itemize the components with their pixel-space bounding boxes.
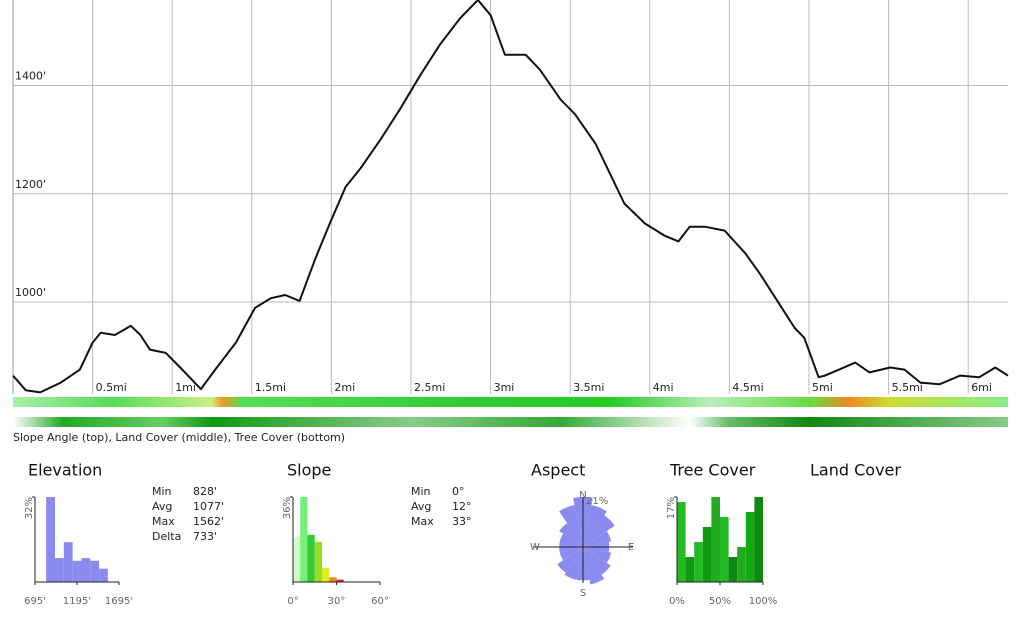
x-tick-label: 1195' bbox=[63, 596, 91, 607]
stat-label: Avg bbox=[411, 500, 431, 513]
strip-caption: Slope Angle (top), Land Cover (middle), … bbox=[13, 431, 345, 444]
histogram-bar bbox=[72, 560, 82, 582]
aspect-wedge bbox=[583, 515, 615, 547]
histogram-bar bbox=[336, 579, 344, 582]
stat-value: 0° bbox=[452, 485, 465, 498]
aspect-wedge bbox=[557, 547, 583, 573]
x-tick-label: 4.5mi bbox=[732, 381, 763, 394]
y-tick-label: 1000' bbox=[15, 286, 46, 299]
y-tick-label: 17% bbox=[666, 497, 677, 519]
histogram-bar bbox=[685, 557, 695, 582]
stat-label: Min bbox=[152, 485, 172, 498]
x-tick-label: 100% bbox=[749, 596, 778, 607]
x-tick-label: 6mi bbox=[971, 381, 992, 394]
stat-label: Delta bbox=[152, 530, 181, 543]
histogram-bar bbox=[314, 541, 322, 582]
x-tick-label: 30° bbox=[328, 596, 346, 607]
panel-title: Tree Cover bbox=[669, 461, 756, 480]
aspect-wedge bbox=[583, 547, 611, 563]
histogram-bar bbox=[737, 547, 746, 582]
direction-label: N bbox=[579, 490, 586, 501]
histogram-bar bbox=[745, 512, 755, 582]
slope-strip bbox=[13, 397, 1008, 407]
x-tick-label: 0% bbox=[669, 596, 685, 607]
stat-value: 33° bbox=[452, 515, 472, 528]
x-tick-label: 50% bbox=[709, 596, 731, 607]
x-tick-label: 695' bbox=[24, 596, 46, 607]
x-tick-label: 1695' bbox=[105, 596, 133, 607]
stat-label: Max bbox=[411, 515, 434, 528]
x-tick-label: 3.5mi bbox=[573, 381, 604, 394]
elevation-line bbox=[12, 0, 1009, 394]
histogram-bar bbox=[694, 542, 703, 582]
x-tick-label: 1.5mi bbox=[255, 381, 286, 394]
radius-label: 21% bbox=[586, 496, 608, 507]
stat-value: 12° bbox=[452, 500, 472, 513]
aspect-wedge bbox=[559, 533, 583, 547]
x-tick-label: 4mi bbox=[653, 381, 674, 394]
y-tick-label: 1200' bbox=[15, 178, 46, 191]
histogram-bar bbox=[99, 568, 108, 582]
x-tick-label: 5mi bbox=[812, 381, 833, 394]
x-tick-label: 3mi bbox=[494, 381, 515, 394]
histogram-bar bbox=[300, 497, 308, 582]
aspect-wedge bbox=[559, 505, 583, 547]
histogram-bar bbox=[702, 527, 712, 582]
histogram-bar bbox=[293, 537, 301, 582]
x-tick-label: 60° bbox=[371, 596, 389, 607]
direction-label: S bbox=[580, 588, 586, 599]
x-tick-label: 1mi bbox=[175, 381, 196, 394]
stat-label: Max bbox=[152, 515, 175, 528]
y-tick-label: 36% bbox=[282, 497, 293, 519]
y-tick-label: 1400' bbox=[15, 70, 46, 83]
aspect-wedge bbox=[564, 547, 583, 580]
histogram-bar bbox=[307, 534, 315, 582]
stat-value: 828' bbox=[193, 485, 217, 498]
direction-label: W bbox=[530, 542, 540, 553]
aspect-wedge bbox=[583, 547, 611, 575]
histogram-bar bbox=[728, 557, 738, 582]
x-tick-label: 2mi bbox=[334, 381, 355, 394]
aspect-wedge bbox=[583, 531, 611, 547]
histogram-bar bbox=[754, 497, 763, 582]
histogram-bar bbox=[322, 567, 330, 582]
stat-label: Min bbox=[411, 485, 431, 498]
aspect-wedge bbox=[559, 547, 583, 561]
x-tick-label: 2.5mi bbox=[414, 381, 445, 394]
panel-title: Elevation bbox=[28, 461, 102, 480]
aspect-wedge bbox=[583, 547, 605, 585]
histogram-bar bbox=[46, 497, 55, 582]
x-tick-label: 5.5mi bbox=[892, 381, 923, 394]
panel-title: Slope bbox=[287, 461, 331, 480]
histogram-bar bbox=[90, 560, 100, 582]
stat-value: 1562' bbox=[193, 515, 224, 528]
tree-cover-strip bbox=[13, 417, 1008, 427]
y-tick-label: 32% bbox=[24, 497, 35, 519]
histogram-bar bbox=[711, 497, 720, 582]
histogram-bar bbox=[329, 577, 337, 582]
aspect-wedge bbox=[559, 523, 583, 547]
panel-title: Land Cover bbox=[810, 461, 901, 480]
stat-label: Avg bbox=[152, 500, 172, 513]
stat-value: 733' bbox=[193, 530, 217, 543]
x-tick-label: 0.5mi bbox=[96, 381, 127, 394]
histogram-bar bbox=[677, 502, 686, 582]
histogram-bar bbox=[63, 542, 73, 582]
panel-title: Aspect bbox=[531, 461, 585, 480]
aspect-wedge bbox=[583, 505, 607, 547]
histogram-bar bbox=[81, 558, 91, 582]
stat-value: 1077' bbox=[193, 500, 224, 513]
histogram-bar bbox=[54, 558, 64, 582]
x-tick-label: 0° bbox=[287, 596, 298, 607]
histogram-bar bbox=[720, 517, 729, 582]
direction-label: E bbox=[628, 542, 634, 553]
